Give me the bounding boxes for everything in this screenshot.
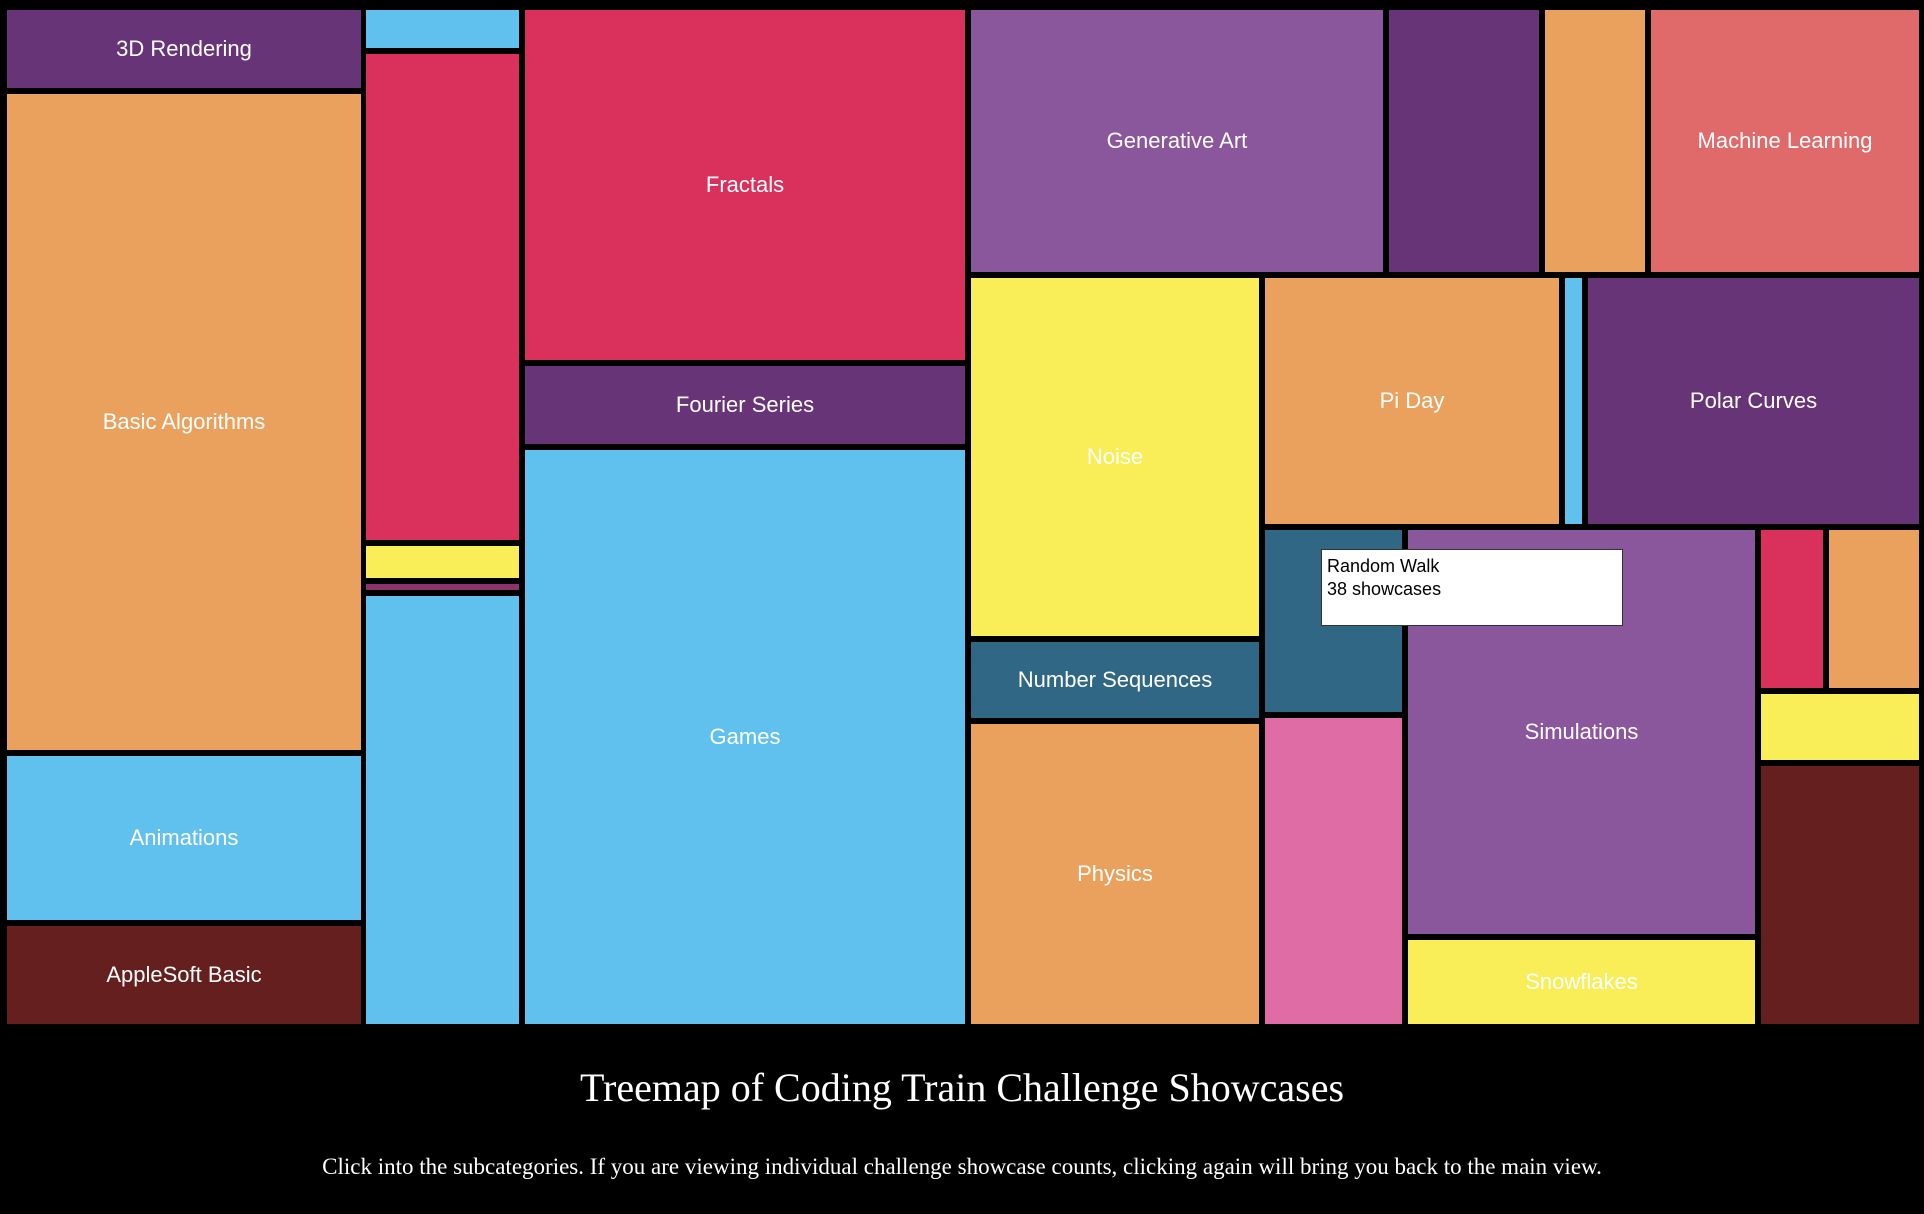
tooltip-name: Random Walk [1327, 556, 1440, 576]
treemap-cell-polar-curves[interactable]: Polar Curves [1584, 274, 1923, 528]
treemap-cell-label: Animations [129, 825, 239, 850]
treemap-cell-label: Number Sequences [1017, 667, 1213, 692]
treemap-cell-label: Fourier Series [675, 392, 815, 417]
treemap-cell-3d-rendering[interactable]: 3D Rendering [3, 6, 365, 92]
treemap-cell-unlabeled-28[interactable] [1757, 690, 1923, 764]
treemap-cell-label: Basic Algorithms [102, 409, 266, 434]
treemap-cell-unlabeled-26[interactable] [1757, 526, 1827, 692]
treemap-cell-unlabeled-23[interactable] [1261, 714, 1406, 1028]
treemap-cell-label: 3D Rendering [116, 36, 252, 61]
tooltip-count: 38 showcases [1327, 579, 1442, 599]
treemap-cell-label: Generative Art [1106, 128, 1248, 153]
treemap-tooltip: Random Walk 38 showcases [1321, 549, 1623, 626]
treemap-cell-physics[interactable]: Physics [967, 720, 1263, 1028]
treemap-cell-applesoft-basic[interactable]: AppleSoft Basic [3, 922, 365, 1028]
treemap-cell-number-sequences[interactable]: Number Sequences [967, 638, 1263, 722]
treemap-cell-fractals[interactable]: Fractals [521, 6, 969, 364]
treemap-cell-fourier-series[interactable]: Fourier Series [521, 362, 969, 448]
treemap-cell-label: Games [709, 724, 781, 749]
treemap-cell-generative-art[interactable]: Generative Art [967, 6, 1387, 276]
treemap-cell-label: Noise [1086, 444, 1144, 469]
chart-subtitle: Click into the subcategories. If you are… [322, 1154, 1602, 1179]
treemap-cell-label: Pi Day [1379, 388, 1445, 413]
treemap-cell-unlabeled-27[interactable] [1825, 526, 1923, 692]
treemap-cell-unlabeled-13[interactable] [1385, 6, 1543, 276]
treemap-cell-unlabeled-20[interactable] [1561, 274, 1586, 528]
treemap-cell-snowflakes[interactable]: Snowflakes [1404, 936, 1759, 1028]
treemap-cell-unlabeled-29[interactable] [1757, 762, 1923, 1028]
treemap-cell-label: AppleSoft Basic [106, 962, 262, 987]
treemap-cell-noise[interactable]: Noise [967, 274, 1263, 640]
treemap-cell-unlabeled-8[interactable] [362, 592, 523, 1028]
treemap-cell-unlabeled-14[interactable] [1541, 6, 1649, 276]
treemap-cell-games[interactable]: Games [521, 446, 969, 1028]
treemap-cell-basic-algorithms[interactable]: Basic Algorithms [3, 90, 365, 754]
treemap-cell-unlabeled-6[interactable] [362, 542, 523, 582]
treemap-cell-label: Snowflakes [1525, 969, 1638, 994]
treemap-cell-animations[interactable]: Animations [3, 752, 365, 924]
treemap-cell-label: Physics [1077, 861, 1153, 886]
treemap-cell-unlabeled-5[interactable] [362, 50, 523, 544]
treemap-cell-label: Machine Learning [1697, 128, 1873, 153]
treemap-cell-label: Simulations [1524, 719, 1639, 744]
treemap-chart: 3D Rendering Basic Algorithms Animations Ap… [3, 6, 1923, 1028]
chart-title: Treemap of Coding Train Challenge Showca… [579, 1065, 1345, 1110]
treemap-cell-label: Fractals [705, 172, 785, 197]
treemap-cell-label: Polar Curves [1689, 388, 1818, 413]
treemap-cell-unlabeled-4[interactable] [362, 6, 523, 52]
treemap-cell-pi-day[interactable]: Pi Day [1261, 274, 1563, 528]
treemap-cell-machine-learning[interactable]: Machine Learning [1647, 6, 1923, 276]
